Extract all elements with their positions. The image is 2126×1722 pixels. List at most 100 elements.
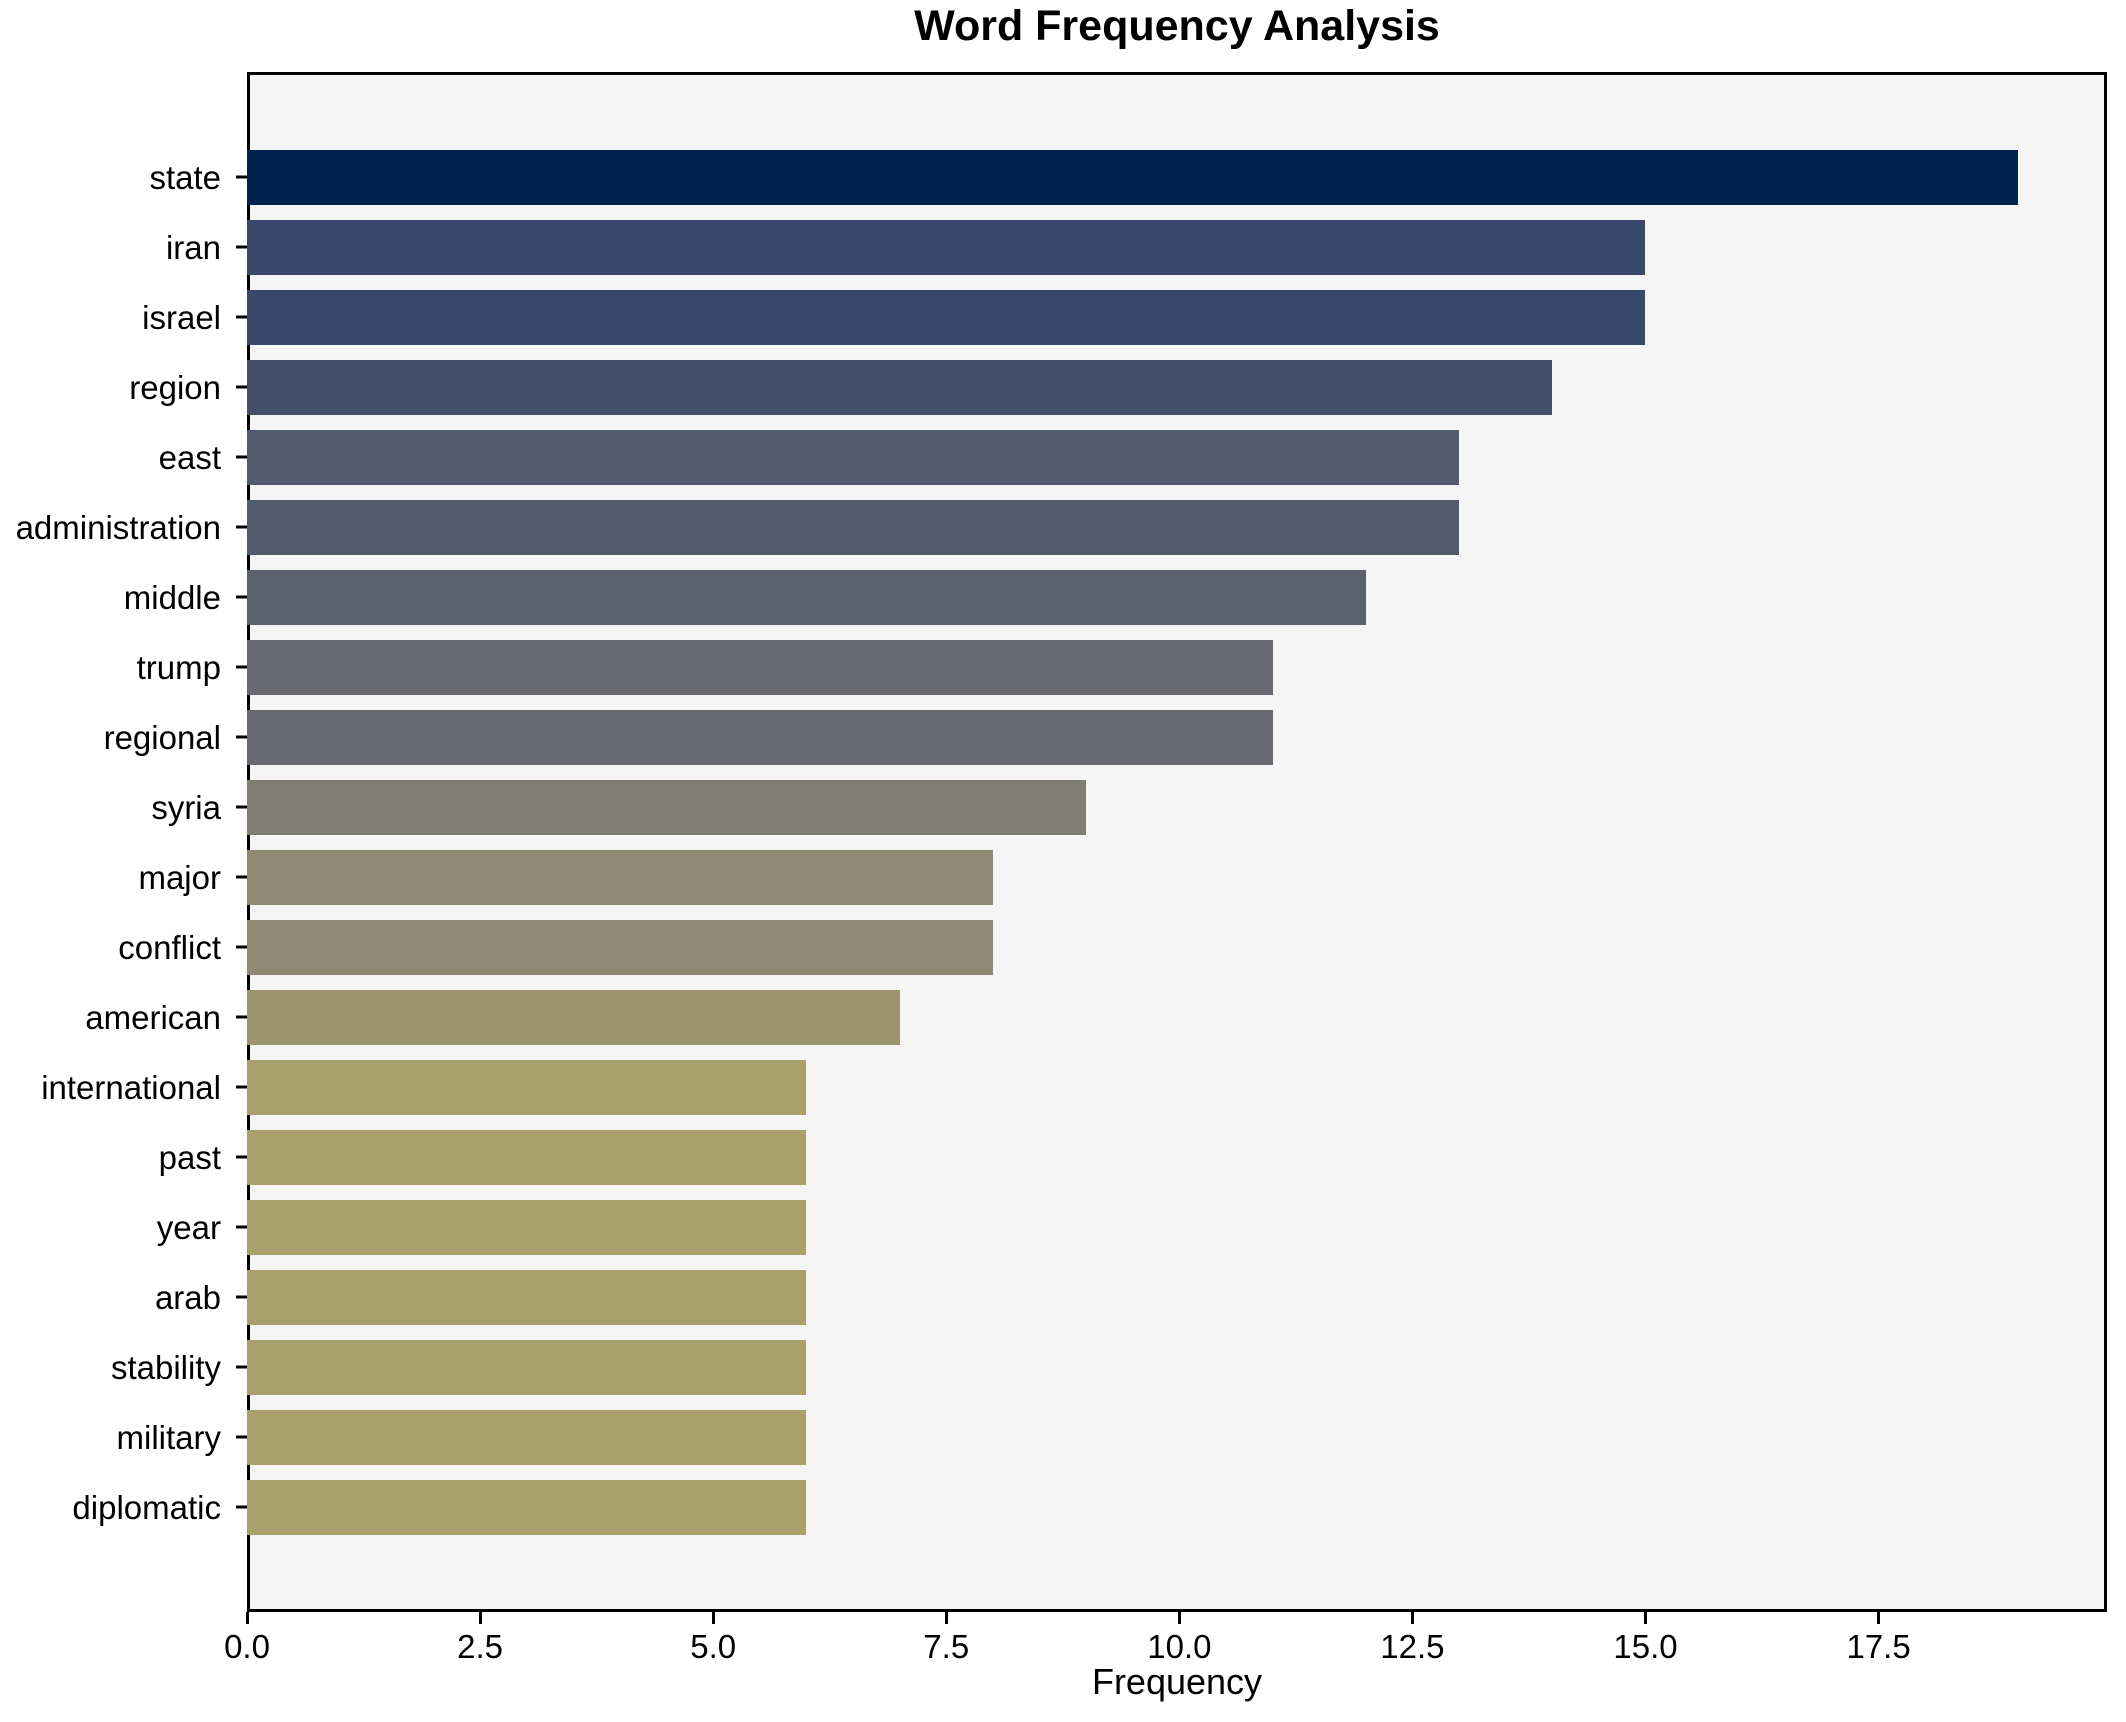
chart-row-syria: syria	[0, 772, 2107, 842]
bar-region	[247, 359, 1553, 415]
bar-zone-administration	[247, 492, 2107, 562]
bar-iran	[247, 219, 1646, 275]
chart-row-diplomatic: diplomatic	[0, 1472, 2107, 1542]
y-label-israel: israel	[0, 301, 247, 334]
chart-row-east: east	[0, 422, 2107, 492]
chart-row-israel: israel	[0, 282, 2107, 352]
chart-row-trump: trump	[0, 632, 2107, 702]
bar-conflict	[247, 919, 993, 975]
chart-row-conflict: conflict	[0, 912, 2107, 982]
x-tick-label-7.5: 7.5	[923, 1628, 970, 1665]
chart-row-iran: iran	[0, 212, 2107, 282]
bar-zone-year	[247, 1192, 2107, 1262]
x-tick-label-5.0: 5.0	[690, 1628, 737, 1665]
chart-title: Word Frequency Analysis	[914, 2, 1440, 50]
chart-row-american: american	[0, 982, 2107, 1052]
x-tick-mark	[1177, 1612, 1181, 1624]
chart-row-state: state	[0, 142, 2107, 212]
x-tick-label-10.0: 10.0	[1147, 1628, 1212, 1665]
bar-zone-past	[247, 1122, 2107, 1192]
y-tick-mark	[236, 455, 247, 459]
bar-zone-middle	[247, 562, 2107, 632]
bar-administration	[247, 499, 1460, 555]
x-axis: 0.0 2.5 5.0 7.5 10.0 12.5 15.0 17.5	[0, 1610, 2126, 1670]
bar-zone-regional	[247, 702, 2107, 772]
y-label-syria: syria	[0, 791, 247, 824]
y-tick-mark	[236, 1435, 247, 1439]
y-label-state: state	[0, 161, 247, 194]
bar-zone-stability	[247, 1332, 2107, 1402]
y-tick-mark	[236, 245, 247, 249]
bar-state	[247, 149, 2019, 205]
x-tick-label-15.0: 15.0	[1613, 1628, 1678, 1665]
bar-zone-military	[247, 1402, 2107, 1472]
y-label-past: past	[0, 1141, 247, 1174]
bar-zone-region	[247, 352, 2107, 422]
x-tick-mark	[1877, 1612, 1881, 1624]
chart-row-year: year	[0, 1192, 2107, 1262]
x-tick-label-2.5: 2.5	[457, 1628, 504, 1665]
bar-arab	[247, 1269, 807, 1325]
bar-regional	[247, 709, 1273, 765]
bar-american	[247, 989, 900, 1045]
chart-row-stability: stability	[0, 1332, 2107, 1402]
y-label-regional: regional	[0, 721, 247, 754]
bar-diplomatic	[247, 1479, 807, 1535]
y-label-conflict: conflict	[0, 931, 247, 964]
bar-zone-diplomatic	[247, 1472, 2107, 1542]
y-label-stability: stability	[0, 1351, 247, 1384]
bar-zone-state	[247, 142, 2107, 212]
x-tick-mark	[478, 1612, 482, 1624]
y-label-region: region	[0, 371, 247, 404]
bar-stability	[247, 1339, 807, 1395]
y-tick-mark	[236, 595, 247, 599]
bar-israel	[247, 289, 1646, 345]
bars-container: state iran israel region east administration m…	[0, 142, 2107, 1542]
x-tick-mark	[1643, 1612, 1647, 1624]
y-label-american: american	[0, 1001, 247, 1034]
y-label-iran: iran	[0, 231, 247, 264]
y-label-international: international	[0, 1071, 247, 1104]
bar-zone-israel	[247, 282, 2107, 352]
x-tick-mark	[944, 1612, 948, 1624]
y-tick-mark	[236, 1295, 247, 1299]
bar-military	[247, 1409, 807, 1465]
y-tick-mark	[236, 1505, 247, 1509]
chart-row-military: military	[0, 1402, 2107, 1472]
chart-row-regional: regional	[0, 702, 2107, 772]
bar-zone-arab	[247, 1262, 2107, 1332]
y-tick-mark	[236, 315, 247, 319]
x-tick-label-12.5: 12.5	[1380, 1628, 1445, 1665]
x-tick-label-17.5: 17.5	[1846, 1628, 1911, 1665]
bar-trump	[247, 639, 1273, 695]
y-label-middle: middle	[0, 581, 247, 614]
y-tick-mark	[236, 385, 247, 389]
y-label-year: year	[0, 1211, 247, 1244]
x-tick-mark	[245, 1612, 249, 1624]
chart-row-international: international	[0, 1052, 2107, 1122]
y-tick-mark	[236, 945, 247, 949]
bar-zone-international	[247, 1052, 2107, 1122]
bar-international	[247, 1059, 807, 1115]
y-tick-mark	[236, 875, 247, 879]
bar-zone-conflict	[247, 912, 2107, 982]
y-tick-mark	[236, 525, 247, 529]
bar-east	[247, 429, 1460, 485]
bar-zone-american	[247, 982, 2107, 1052]
chart-row-major: major	[0, 842, 2107, 912]
x-tick-mark	[1410, 1612, 1414, 1624]
chart-row-middle: middle	[0, 562, 2107, 632]
y-tick-mark	[236, 175, 247, 179]
bar-year	[247, 1199, 807, 1255]
y-label-major: major	[0, 861, 247, 894]
y-label-military: military	[0, 1421, 247, 1454]
y-tick-mark	[236, 735, 247, 739]
y-tick-mark	[236, 1155, 247, 1159]
y-label-diplomatic: diplomatic	[0, 1491, 247, 1524]
chart-row-arab: arab	[0, 1262, 2107, 1332]
y-tick-mark	[236, 1085, 247, 1089]
x-axis-label: Frequency	[1091, 1661, 1263, 1702]
chart-row-region: region	[0, 352, 2107, 422]
x-tick-mark	[711, 1612, 715, 1624]
